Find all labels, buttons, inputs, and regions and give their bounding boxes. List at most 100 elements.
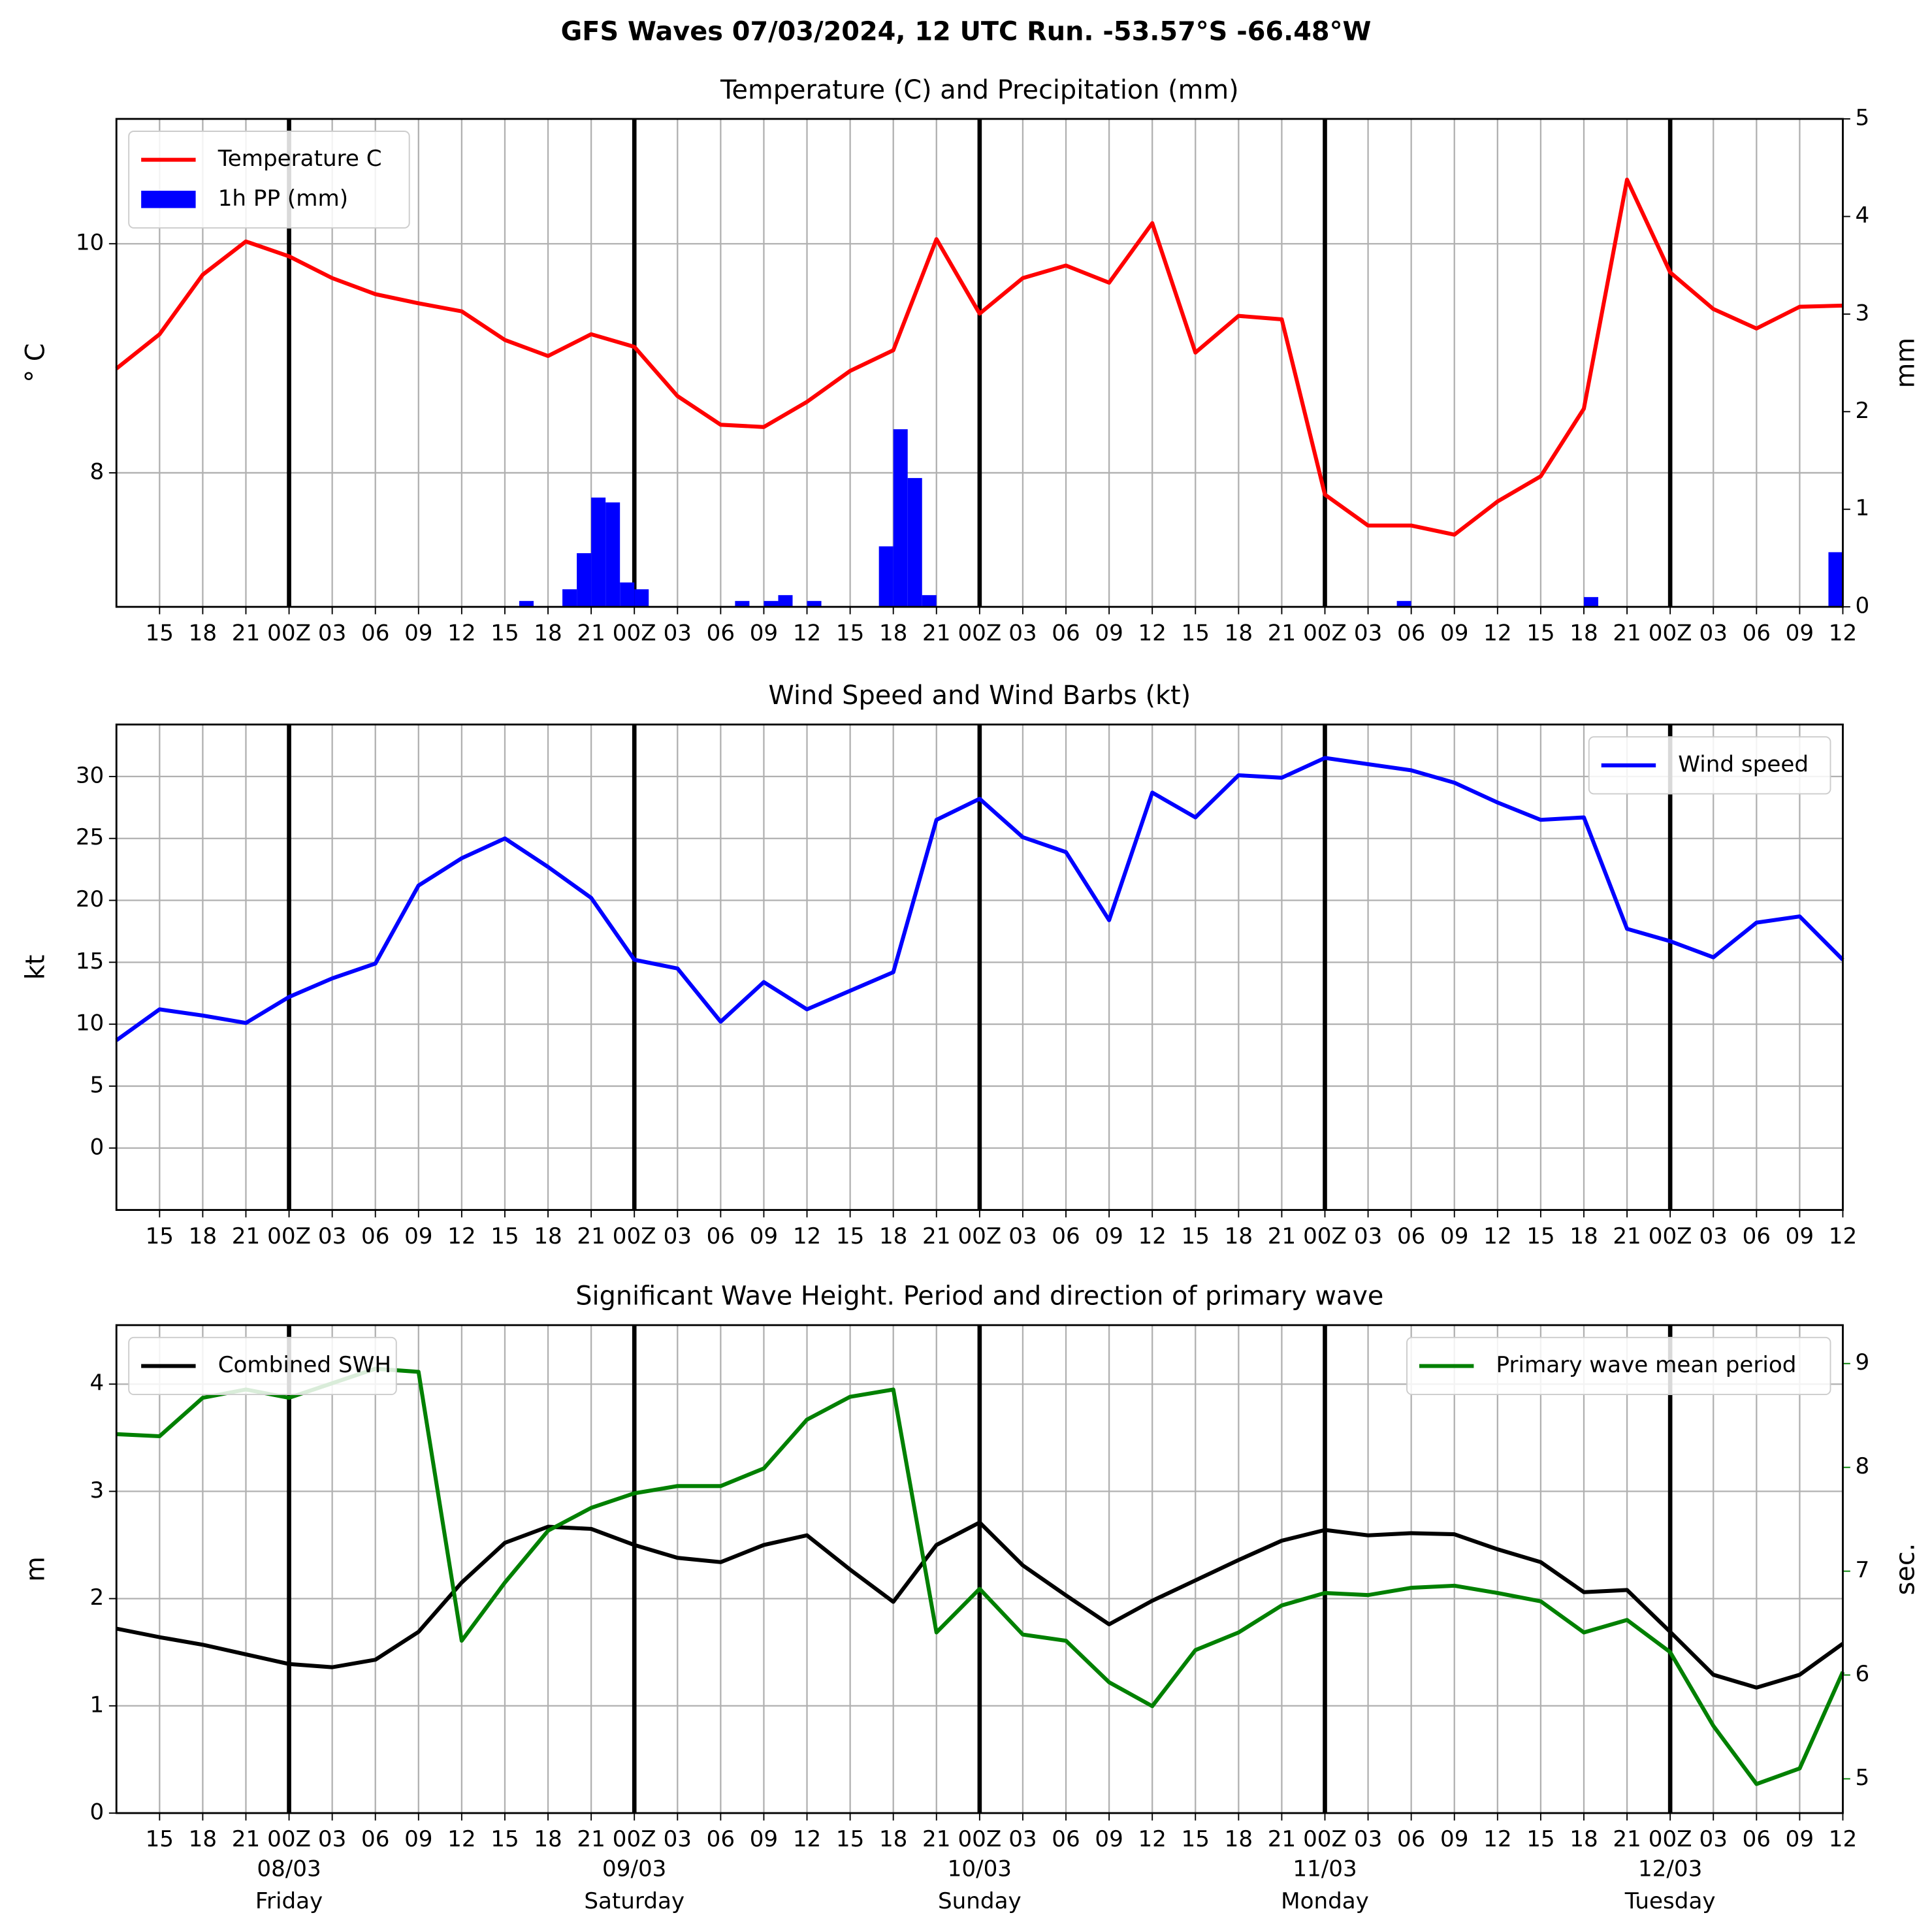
legend-box bbox=[128, 131, 410, 229]
x-tick-label: 09 bbox=[750, 1223, 778, 1249]
x-tick-label: 18 bbox=[1570, 1826, 1598, 1852]
bar bbox=[1828, 552, 1843, 607]
x-tick-label: 12 bbox=[1483, 1223, 1511, 1249]
x-tick-label: 03 bbox=[664, 1223, 692, 1249]
y-tick-label: 15 bbox=[76, 948, 104, 974]
x-tick-label: 15 bbox=[146, 620, 174, 646]
x-tick-label: 12 bbox=[1138, 620, 1166, 646]
x-tick-label: 09 bbox=[750, 1826, 778, 1852]
y2-tick-label: 7 bbox=[1855, 1557, 1869, 1583]
x-tick-label: 09 bbox=[1440, 620, 1468, 646]
y-tick-label: 8 bbox=[90, 458, 105, 485]
x-tick-label: 18 bbox=[189, 1223, 217, 1249]
bar bbox=[1396, 601, 1411, 607]
x-tick-label: 12 bbox=[1829, 1826, 1857, 1852]
y-tick-label: 3 bbox=[90, 1477, 105, 1504]
bar bbox=[893, 429, 908, 607]
day-label: Sunday bbox=[938, 1888, 1022, 1914]
bar bbox=[878, 546, 894, 607]
day-label: Friday bbox=[255, 1888, 323, 1914]
y-axis-label: m bbox=[20, 1556, 50, 1582]
bar bbox=[778, 595, 793, 607]
date-label: 10/03 bbox=[948, 1856, 1012, 1882]
x-tick-label: 15 bbox=[836, 620, 864, 646]
x-tick-label: 09 bbox=[404, 1826, 432, 1852]
x-tick-label: 18 bbox=[1225, 1223, 1253, 1249]
x-tick-label: 15 bbox=[491, 1223, 519, 1249]
x-tick-label: 03 bbox=[664, 1826, 692, 1852]
chart-title: Wind Speed and Wind Barbs (kt) bbox=[769, 681, 1191, 711]
x-tick-label: 15 bbox=[1526, 620, 1554, 646]
x-tick-label: 21 bbox=[1268, 620, 1296, 646]
x-tick-label: 18 bbox=[879, 1223, 907, 1249]
x-tick-label: 12 bbox=[447, 1223, 475, 1249]
x-tick-label: 09 bbox=[1786, 620, 1814, 646]
line bbox=[115, 177, 1843, 537]
x-tick-label: 06 bbox=[361, 620, 389, 646]
x-tick-label: 00Z bbox=[267, 620, 311, 646]
x-tick-label: 18 bbox=[534, 620, 562, 646]
x-tick-label: 15 bbox=[1526, 1223, 1554, 1249]
y2-tick-label: 0 bbox=[1855, 593, 1869, 619]
plot-frame bbox=[115, 723, 1844, 1211]
x-tick-label: 21 bbox=[577, 1826, 605, 1852]
y2-tick-label: 4 bbox=[1855, 202, 1869, 229]
x-tick-label: 06 bbox=[707, 620, 735, 646]
x-tick-label: 15 bbox=[836, 1223, 864, 1249]
y-tick-label: 0 bbox=[90, 1134, 105, 1160]
bar bbox=[591, 497, 606, 607]
x-tick-label: 21 bbox=[577, 1223, 605, 1249]
y-tick-label: 1 bbox=[90, 1692, 105, 1718]
bar bbox=[620, 582, 635, 607]
date-label: 11/03 bbox=[1293, 1856, 1357, 1882]
day-label: Saturday bbox=[584, 1888, 684, 1914]
x-tick-label: 12 bbox=[1138, 1826, 1166, 1852]
x-tick-label: 15 bbox=[146, 1223, 174, 1249]
x-tick-label: 18 bbox=[189, 1826, 217, 1852]
x-tick-label: 03 bbox=[1008, 1826, 1037, 1852]
x-tick-label: 03 bbox=[1699, 1826, 1728, 1852]
x-tick-label: 03 bbox=[1354, 620, 1382, 646]
x-tick-label: 09 bbox=[404, 1223, 432, 1249]
legend-swatch bbox=[141, 191, 196, 208]
x-tick-label: 03 bbox=[664, 620, 692, 646]
date-label: 08/03 bbox=[257, 1856, 321, 1882]
x-tick-label: 06 bbox=[707, 1826, 735, 1852]
legend-label: Combined SWH bbox=[218, 1352, 391, 1378]
x-tick-label: 21 bbox=[1268, 1223, 1296, 1249]
x-tick-label: 00Z bbox=[958, 620, 1001, 646]
y-axis-label: kt bbox=[20, 955, 50, 980]
x-tick-label: 21 bbox=[232, 620, 260, 646]
y-tick-label: 10 bbox=[76, 1010, 104, 1037]
chart-title: Temperature (C) and Precipitation (mm) bbox=[720, 75, 1239, 105]
x-tick-label: 12 bbox=[1483, 1826, 1511, 1852]
bar bbox=[562, 589, 577, 607]
x-tick-label: 12 bbox=[793, 620, 821, 646]
bar bbox=[907, 477, 922, 607]
x-tick-label: 21 bbox=[232, 1223, 260, 1249]
x-tick-label: 09 bbox=[1440, 1223, 1468, 1249]
x-tick-label: 09 bbox=[750, 620, 778, 646]
x-tick-label: 06 bbox=[1743, 1826, 1771, 1852]
bar bbox=[922, 595, 937, 607]
line bbox=[116, 1520, 1844, 1690]
x-tick-label: 09 bbox=[1440, 1826, 1468, 1852]
x-tick-label: 00Z bbox=[958, 1826, 1001, 1852]
x-tick-label: 12 bbox=[1483, 620, 1511, 646]
x-tick-label: 03 bbox=[1699, 1223, 1728, 1249]
x-tick-label: 03 bbox=[1008, 620, 1037, 646]
x-tick-label: 03 bbox=[1354, 1826, 1382, 1852]
x-tick-label: 18 bbox=[189, 620, 217, 646]
x-tick-label: 06 bbox=[1743, 620, 1771, 646]
x-tick-label: 09 bbox=[1095, 1826, 1123, 1852]
x-tick-label: 06 bbox=[1397, 1826, 1425, 1852]
x-tick-label: 21 bbox=[232, 1826, 260, 1852]
x-tick-label: 15 bbox=[1182, 620, 1210, 646]
y2-axis-label: sec. bbox=[1891, 1543, 1921, 1596]
day-label: Monday bbox=[1281, 1888, 1369, 1914]
x-tick-label: 00Z bbox=[1649, 1223, 1692, 1249]
bar bbox=[807, 601, 822, 607]
x-tick-label: 15 bbox=[1182, 1223, 1210, 1249]
x-tick-label: 18 bbox=[1570, 620, 1598, 646]
x-tick-label: 21 bbox=[1613, 1223, 1641, 1249]
